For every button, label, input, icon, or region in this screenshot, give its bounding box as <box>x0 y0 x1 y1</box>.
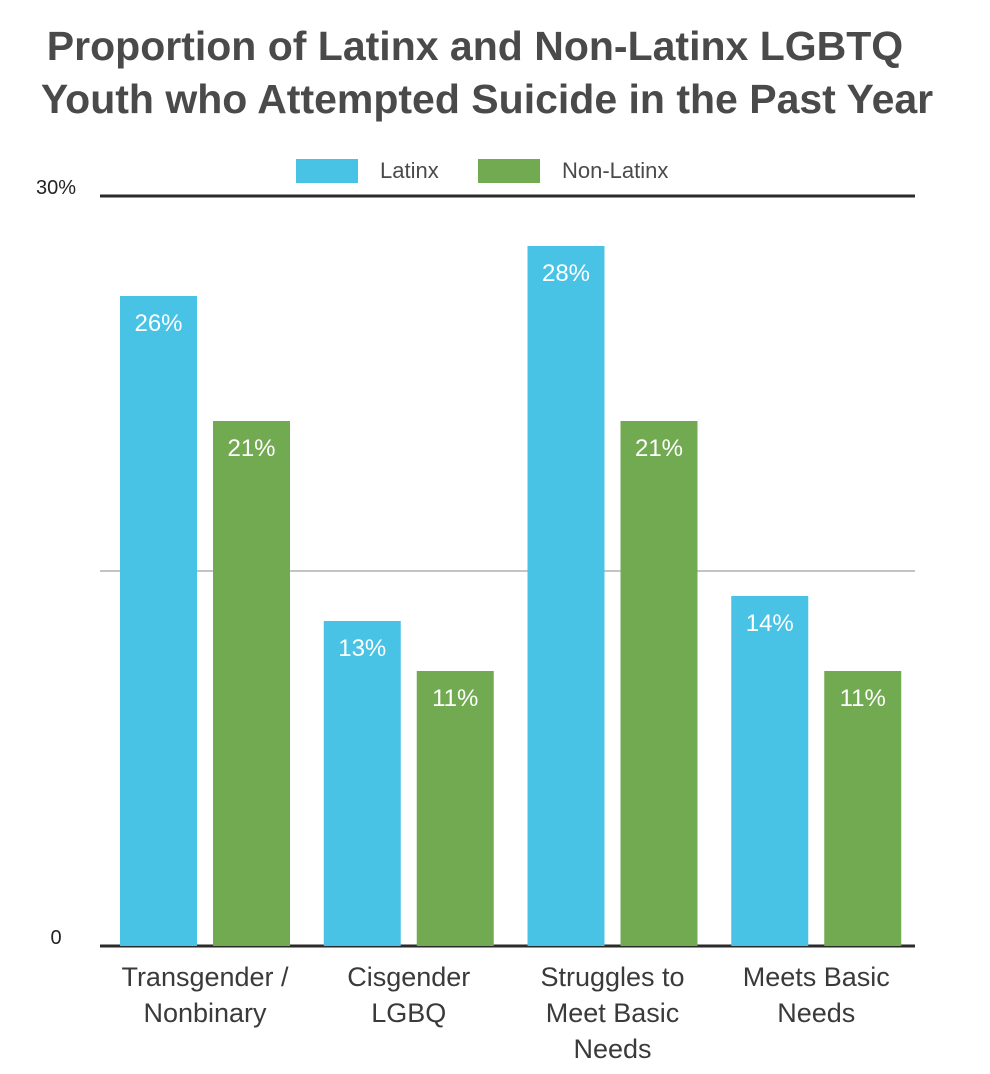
chart-title-line-1: Proportion of Latinx and Non-Latinx LGBT… <box>47 23 903 69</box>
bar-non-latinx <box>416 671 494 946</box>
bar-value-label: 14% <box>746 610 794 637</box>
legend-swatch-latinx <box>296 159 358 183</box>
bar-non-latinx <box>213 421 290 946</box>
legend-label-non-latinx: Non-Latinx <box>562 158 668 183</box>
bar-value-label: 28% <box>542 260 590 287</box>
category-label: Transgender / <box>121 962 289 992</box>
bar-non-latinx <box>824 671 902 946</box>
bar-latinx <box>731 596 809 946</box>
y-tick-label: 0 <box>50 927 61 949</box>
category-label: Needs <box>573 1034 651 1064</box>
legend: Latinx Non-Latinx <box>296 158 668 183</box>
category-label: Meet Basic <box>546 998 680 1028</box>
bar-latinx <box>323 621 401 946</box>
bar-value-label: 11% <box>432 685 478 712</box>
bar-latinx <box>120 296 197 946</box>
category-label: Cisgender <box>347 962 470 992</box>
bar-value-label: 26% <box>134 310 182 337</box>
category-label: Struggles to <box>540 962 684 992</box>
y-tick-label: 30% <box>36 177 76 199</box>
bar-value-label: 21% <box>635 435 683 462</box>
x-axis-labels: Transgender / Nonbinary Cisgender LGBQ Strug… <box>121 962 889 1064</box>
category-label: Meets Basic <box>743 962 890 992</box>
bar-latinx <box>527 246 605 946</box>
category-label: Needs <box>777 998 855 1028</box>
chart-title-line-2: Youth who Attempted Suicide in the Past … <box>41 76 933 122</box>
bar-value-label: 11% <box>840 685 886 712</box>
legend-swatch-non-latinx <box>478 159 540 183</box>
legend-label-latinx: Latinx <box>380 158 439 183</box>
bar-non-latinx <box>620 421 698 946</box>
y-axis: 30% 0 <box>36 177 76 949</box>
bar-value-label: 13% <box>338 635 386 662</box>
bars: 26% 21% 13% 11% 28% 21% 14% 11% <box>120 246 902 946</box>
category-label: Nonbinary <box>143 998 267 1028</box>
category-label: LGBQ <box>371 998 446 1028</box>
bar-value-label: 21% <box>227 435 275 462</box>
